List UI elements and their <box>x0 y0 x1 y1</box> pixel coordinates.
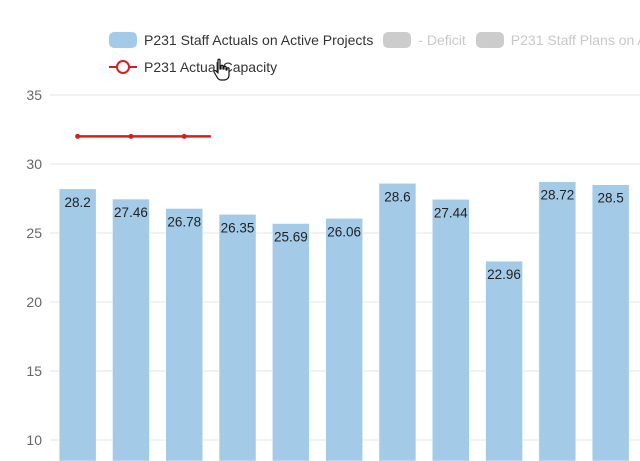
bar-value-label: 28.5 <box>598 191 624 206</box>
bar[interactable] <box>432 199 470 461</box>
legend-item-deficit[interactable]: - Deficit <box>383 32 466 48</box>
legend-row: P231 Staff Actuals on Active Projects - … <box>109 30 640 50</box>
legend-item-actual-capacity[interactable]: P231 Actual Capacity <box>109 59 277 75</box>
legend-label: P231 Staff Plans on A <box>510 32 640 48</box>
y-tick-label: 25 <box>26 225 42 241</box>
bar[interactable] <box>58 188 97 461</box>
legend-swatch <box>383 32 412 48</box>
bar-value-label: 28.6 <box>384 189 410 204</box>
y-tick-label: 30 <box>26 156 42 172</box>
legend-item-staff-actuals[interactable]: P231 Staff Actuals on Active Projects <box>109 32 373 48</box>
bar[interactable] <box>538 181 577 461</box>
legend-label: P231 Actual Capacity <box>144 59 278 75</box>
capacity-point[interactable] <box>75 133 81 139</box>
bar-value-label: 28.2 <box>65 195 91 210</box>
capacity-point[interactable] <box>181 133 187 139</box>
bar[interactable] <box>325 218 363 461</box>
bar-value-label: 28.72 <box>540 188 574 203</box>
legend-swatch <box>109 32 137 48</box>
legend-swatch <box>475 32 504 48</box>
bar-value-label: 26.06 <box>327 224 361 239</box>
bar[interactable] <box>378 183 417 461</box>
bar-value-label: 27.46 <box>114 205 148 220</box>
y-tick-label: 35 <box>26 87 42 103</box>
hand-pointer-icon <box>213 58 230 81</box>
bar-value-label: 26.35 <box>221 220 255 235</box>
bar-value-label: 27.44 <box>434 205 468 220</box>
legend-row: P231 Actual Capacity <box>109 57 287 77</box>
legend-label: P231 Staff Actuals on Active Projects <box>144 32 374 48</box>
y-tick-label: 10 <box>26 432 42 448</box>
legend-line-marker <box>109 60 137 74</box>
bar[interactable] <box>485 260 523 461</box>
bar[interactable] <box>165 208 203 461</box>
legend-label: - Deficit <box>418 32 466 48</box>
bar-value-label: 26.78 <box>167 214 201 229</box>
legend-item-staff-plans[interactable]: P231 Staff Plans on A <box>475 32 640 48</box>
bar[interactable] <box>112 198 150 461</box>
y-tick-label: 15 <box>26 363 42 379</box>
bar[interactable] <box>218 214 257 461</box>
bar-value-label: 22.96 <box>487 267 521 282</box>
y-tick-label: 20 <box>26 294 42 310</box>
bar[interactable] <box>272 223 310 461</box>
bar-value-label: 25.69 <box>274 229 308 244</box>
capacity-point[interactable] <box>128 133 134 139</box>
bar[interactable] <box>591 184 630 461</box>
